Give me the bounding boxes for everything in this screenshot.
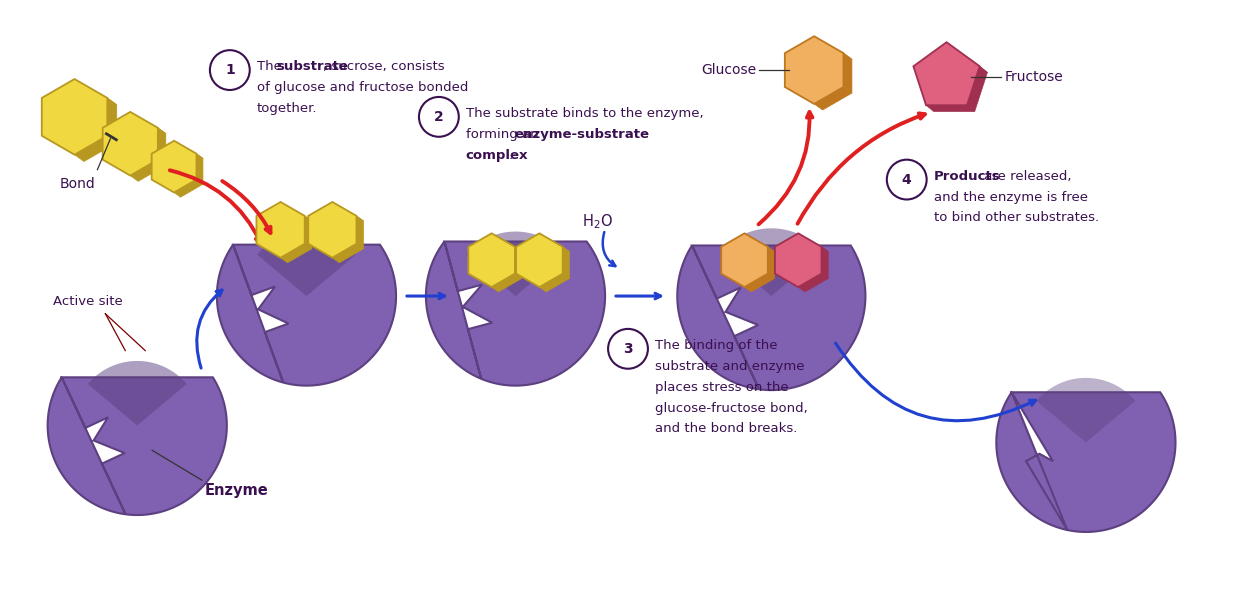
Polygon shape	[158, 128, 166, 166]
Polygon shape	[539, 233, 569, 252]
Polygon shape	[131, 112, 166, 134]
Polygon shape	[844, 53, 852, 93]
Polygon shape	[466, 232, 565, 296]
Polygon shape	[814, 36, 852, 59]
Text: The: The	[256, 60, 286, 73]
Polygon shape	[721, 233, 767, 287]
Text: together.: together.	[256, 102, 318, 115]
Polygon shape	[74, 79, 117, 104]
Polygon shape	[280, 244, 311, 263]
Text: Fructose: Fructose	[1005, 70, 1063, 84]
Text: Bond: Bond	[59, 177, 95, 191]
Circle shape	[420, 97, 458, 137]
Polygon shape	[175, 141, 203, 158]
Polygon shape	[515, 247, 521, 279]
Polygon shape	[539, 274, 569, 292]
Text: Enzyme: Enzyme	[205, 483, 269, 498]
Polygon shape	[333, 244, 363, 263]
Polygon shape	[217, 244, 396, 386]
Polygon shape	[175, 180, 203, 197]
Text: The binding of the: The binding of the	[654, 339, 777, 352]
Text: The substrate binds to the enzyme,: The substrate binds to the enzyme,	[466, 107, 703, 120]
Text: Active site: Active site	[53, 295, 122, 308]
Polygon shape	[926, 105, 975, 111]
Text: and the enzyme is free: and the enzyme is free	[933, 191, 1088, 203]
Polygon shape	[516, 233, 563, 287]
Polygon shape	[767, 247, 775, 279]
Polygon shape	[333, 202, 363, 221]
Text: 2: 2	[435, 110, 443, 124]
Polygon shape	[745, 274, 775, 292]
Polygon shape	[814, 87, 852, 110]
Text: Glucose: Glucose	[701, 63, 756, 77]
Circle shape	[210, 50, 250, 90]
Polygon shape	[88, 361, 187, 425]
Polygon shape	[799, 274, 828, 292]
Text: forming an: forming an	[466, 128, 543, 141]
Text: glucose-fructose bond,: glucose-fructose bond,	[654, 401, 808, 414]
Text: enzyme-substrate: enzyme-substrate	[515, 128, 649, 141]
Polygon shape	[775, 233, 821, 287]
Polygon shape	[947, 42, 987, 73]
Polygon shape	[913, 42, 980, 105]
Polygon shape	[107, 98, 117, 142]
Text: substrate: substrate	[276, 60, 348, 73]
Polygon shape	[967, 66, 987, 111]
Polygon shape	[491, 233, 521, 252]
Text: H$_2$O: H$_2$O	[583, 212, 613, 231]
Polygon shape	[1036, 378, 1135, 442]
Text: substrate and enzyme: substrate and enzyme	[654, 360, 804, 373]
Text: Products: Products	[933, 170, 1000, 183]
Polygon shape	[48, 378, 227, 515]
Text: to bind other substrates.: to bind other substrates.	[933, 211, 1099, 224]
Polygon shape	[468, 233, 515, 287]
Polygon shape	[563, 247, 569, 279]
Text: 3: 3	[623, 342, 633, 356]
Polygon shape	[257, 232, 355, 296]
Polygon shape	[103, 112, 158, 175]
Polygon shape	[280, 202, 311, 221]
Text: are released,: are released,	[981, 170, 1071, 183]
Circle shape	[608, 329, 648, 368]
Text: of glucose and fructose bonded: of glucose and fructose bonded	[256, 81, 468, 94]
Polygon shape	[785, 36, 844, 104]
Polygon shape	[821, 247, 828, 279]
Polygon shape	[996, 392, 1176, 532]
Text: complex: complex	[466, 148, 529, 162]
Polygon shape	[152, 141, 196, 192]
Polygon shape	[720, 229, 823, 296]
Text: places stress on the: places stress on the	[654, 381, 789, 393]
Text: 1: 1	[225, 63, 235, 77]
Text: , sucrose, consists: , sucrose, consists	[323, 60, 445, 73]
Text: .: .	[509, 148, 512, 162]
Polygon shape	[799, 233, 828, 252]
Polygon shape	[426, 241, 605, 386]
Polygon shape	[196, 154, 203, 185]
Circle shape	[887, 159, 927, 199]
Polygon shape	[305, 216, 311, 249]
Text: and the bond breaks.: and the bond breaks.	[654, 422, 798, 436]
Polygon shape	[131, 159, 166, 181]
Polygon shape	[677, 246, 865, 390]
Polygon shape	[308, 202, 357, 258]
Polygon shape	[41, 79, 107, 155]
Polygon shape	[256, 202, 305, 258]
Polygon shape	[74, 136, 117, 161]
Polygon shape	[745, 233, 775, 252]
Polygon shape	[491, 274, 521, 292]
Text: 4: 4	[902, 172, 912, 186]
Polygon shape	[357, 216, 363, 249]
